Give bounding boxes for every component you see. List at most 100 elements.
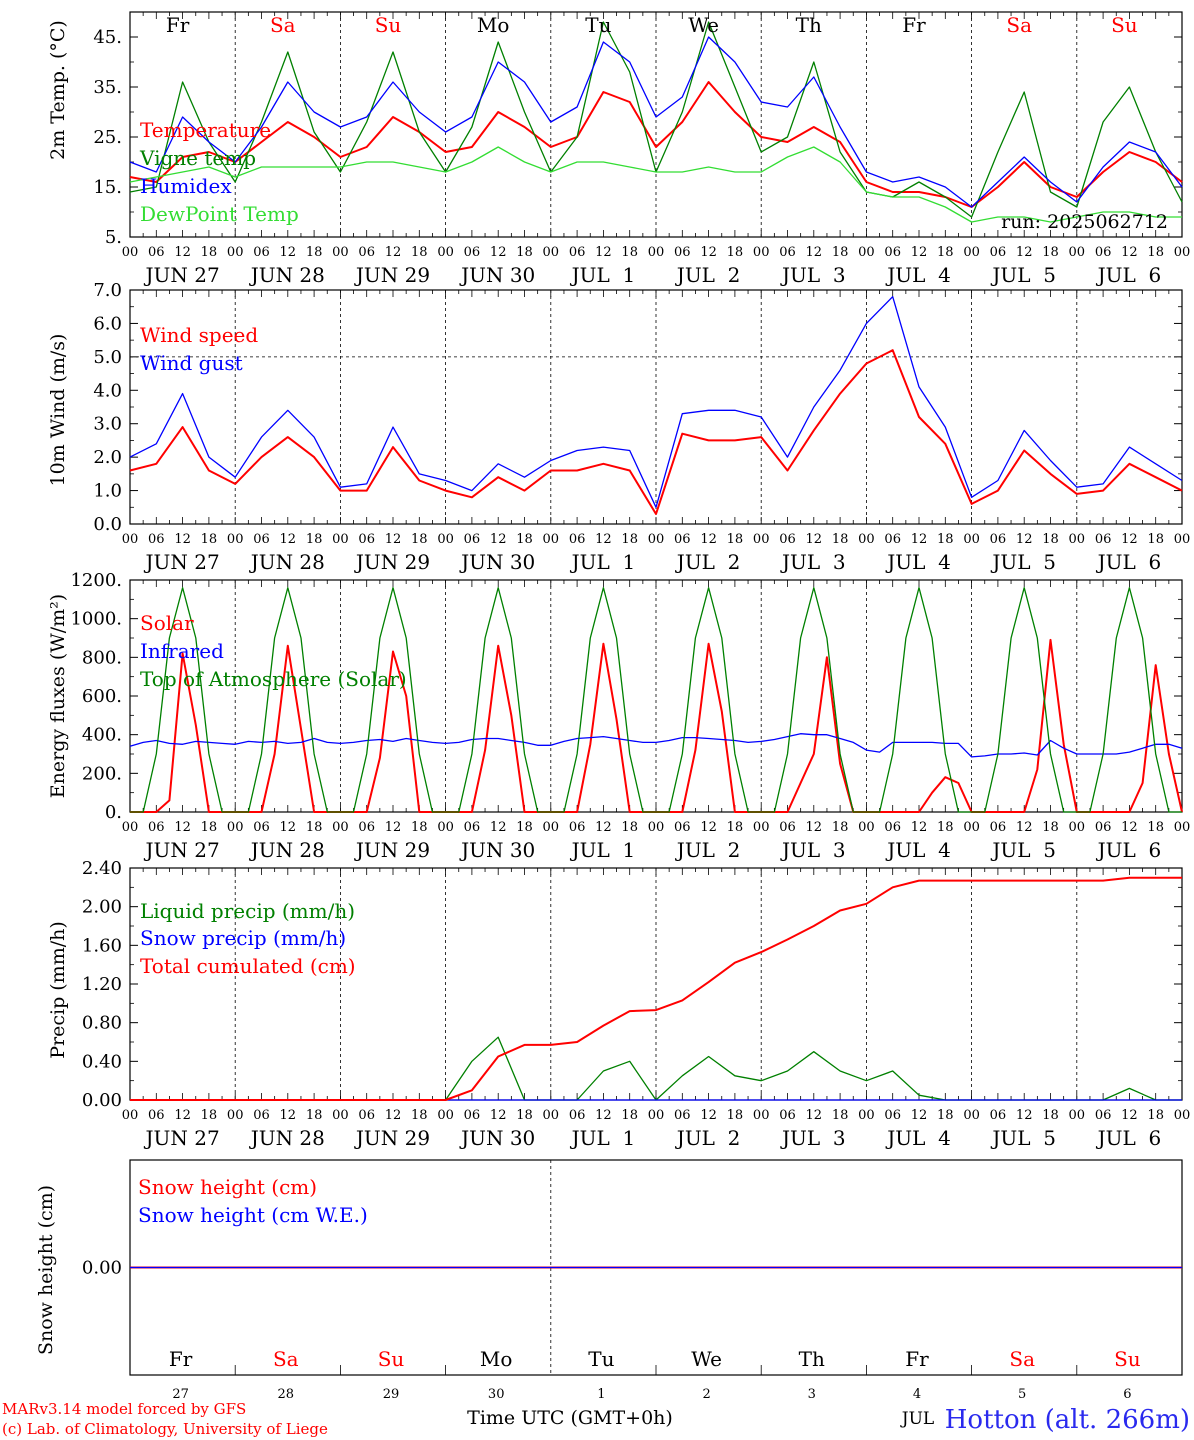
wind-hour-label: 00 [1069,532,1086,547]
temp-date-label: JUL 3 [780,263,846,287]
temp-date-label: JUN 30 [459,263,535,287]
energy-hour-label: 06 [1095,820,1112,835]
precip-hour-label: 12 [385,1108,402,1123]
energy-hour-label: 06 [464,820,481,835]
temp-hour-label: 12 [595,245,612,260]
precip-hour-label: 06 [779,1108,796,1123]
precip-hour-label: 06 [464,1108,481,1123]
wind-hour-label: 12 [911,532,928,547]
wind-date-label: JUL 4 [885,550,951,574]
snow-y-axis-label: Snow height (cm) [35,1185,57,1355]
bottom-day-row: Fr 27 Sa 28 Su 29 Mo 30 Tu 1 We 2 Th 3 Fr 4 Sa 5 Su 6 [169,1347,1141,1402]
snow-day-name: Mo [480,1347,513,1371]
energy-y-tick-label: 600. [82,686,122,707]
precip-hour-label: 00 [1174,1108,1191,1123]
wind-hour-label: 06 [358,532,375,547]
precip-hour-label: 18 [1042,1108,1059,1123]
panels: 5. 15. 25. 35. 45. 2m Temp. (°C) Temperature Vi… [35,11,1191,1376]
energy-hour-label: 06 [779,820,796,835]
precip-legend-entry: Total cumulated (cm) [140,954,356,978]
credit-line-2: (c) Lab. of Climatology, University of L… [2,1420,328,1438]
energy-series-infrared [129,733,1183,758]
precip-hour-label: 18 [937,1108,954,1123]
temp-hour-label: 06 [779,245,796,260]
wind-hour-label: 18 [306,532,323,547]
temp-y-tick-label: 25. [93,127,122,148]
temp-hour-label: 06 [464,245,481,260]
wind-hour-label: 06 [464,532,481,547]
energy-hour-label: 18 [621,820,638,835]
temp-day-name: Su [375,13,402,37]
wind-hour-label: 18 [1147,532,1164,547]
precip-legend-entry: Liquid precip (mm/h) [140,899,355,923]
energy-hour-label: 00 [227,820,244,835]
energy-hour-label: 00 [437,820,454,835]
wind-hour-label: 18 [937,532,954,547]
wind-date-label: JUL 6 [1096,550,1162,574]
energy-date-label: JUL 2 [675,838,741,862]
precip-date-label: JUN 29 [354,1126,430,1150]
precip-hour-label: 18 [832,1108,849,1123]
wind-y-tick-label: 1.0 [93,481,122,502]
snow-day-number: 29 [383,1387,400,1402]
temp-hour-label: 06 [674,245,691,260]
temp-hour-label: 12 [806,245,823,260]
energy-date-label: JUL 6 [1096,838,1162,862]
snow-day-number: 1 [597,1387,605,1402]
energy-hour-label: 00 [1069,820,1086,835]
energy-hour-label: 00 [332,820,349,835]
energy-legend-entry: Top of Atmosphere (Solar) [140,667,407,691]
wind-hour-label: 18 [621,532,638,547]
temp-hour-label: 00 [963,245,980,260]
wind-hour-label: 06 [990,532,1007,547]
precip-date-label: JUL 3 [780,1126,846,1150]
wind-hour-label: 12 [595,532,612,547]
energy-y-tick-label: 1200. [70,570,122,591]
wind-hour-label: 12 [1016,532,1033,547]
temp-date-label: JUL 1 [570,263,636,287]
wind-hour-label: 18 [411,532,428,547]
energy-hour-label: 12 [1016,820,1033,835]
energy-hour-label: 12 [806,820,823,835]
snow-day-name: Su [378,1347,405,1371]
energy-hour-label: 00 [648,820,665,835]
wind-date-label: JUN 30 [459,550,535,574]
temp-hour-label: 12 [490,245,507,260]
wind-hour-label: 06 [569,532,586,547]
wind-y-tick-label: 4.0 [93,380,122,401]
snow-day-number: 5 [1018,1387,1026,1402]
snow-day-name: We [691,1347,722,1371]
energy-hour-label: 06 [990,820,1007,835]
precip-hour-label: 00 [858,1108,875,1123]
wind-date-label: JUN 28 [249,550,325,574]
wind-hour-label: 18 [1042,532,1059,547]
temp-hour-label: 12 [700,245,717,260]
wind-hour-label: 00 [437,532,454,547]
precip-date-label: JUN 28 [249,1126,325,1150]
snow-day-number: 2 [702,1387,710,1402]
wind-y-tick-label: 6.0 [93,313,122,334]
energy-hour-label: 18 [832,820,849,835]
energy-y-tick-label: 0. [105,802,122,823]
temp-legend-entry: DewPoint Temp [140,202,299,226]
wind-date-label: JUN 29 [354,550,430,574]
x-axis-title: Time UTC (GMT+0h) [467,1407,673,1429]
wind-hour-label: 12 [700,532,717,547]
energy-y-axis-label: Energy fluxes (W/m²) [47,594,69,798]
temp-date-label: JUL 4 [885,263,951,287]
temp-day-name: We [688,13,719,37]
station-label: Hotton (alt. 266m) [945,1405,1190,1435]
wind-series-wind-gust [129,296,1183,508]
precip-hour-label: 00 [437,1108,454,1123]
wind-y-tick-label: 2.0 [93,447,122,468]
snow-day-number: 30 [488,1387,505,1402]
temp-hour-label: 18 [516,245,533,260]
wind-hour-label: 18 [516,532,533,547]
snow-day-name: Fr [169,1347,193,1371]
wind-date-label: JUL 1 [570,550,636,574]
energy-hour-label: 18 [201,820,218,835]
energy-hour-label: 00 [963,820,980,835]
temp-hour-label: 00 [858,245,875,260]
wind-y-axis-label: 10m Wind (m/s) [47,334,69,487]
temp-hour-label: 00 [122,245,139,260]
